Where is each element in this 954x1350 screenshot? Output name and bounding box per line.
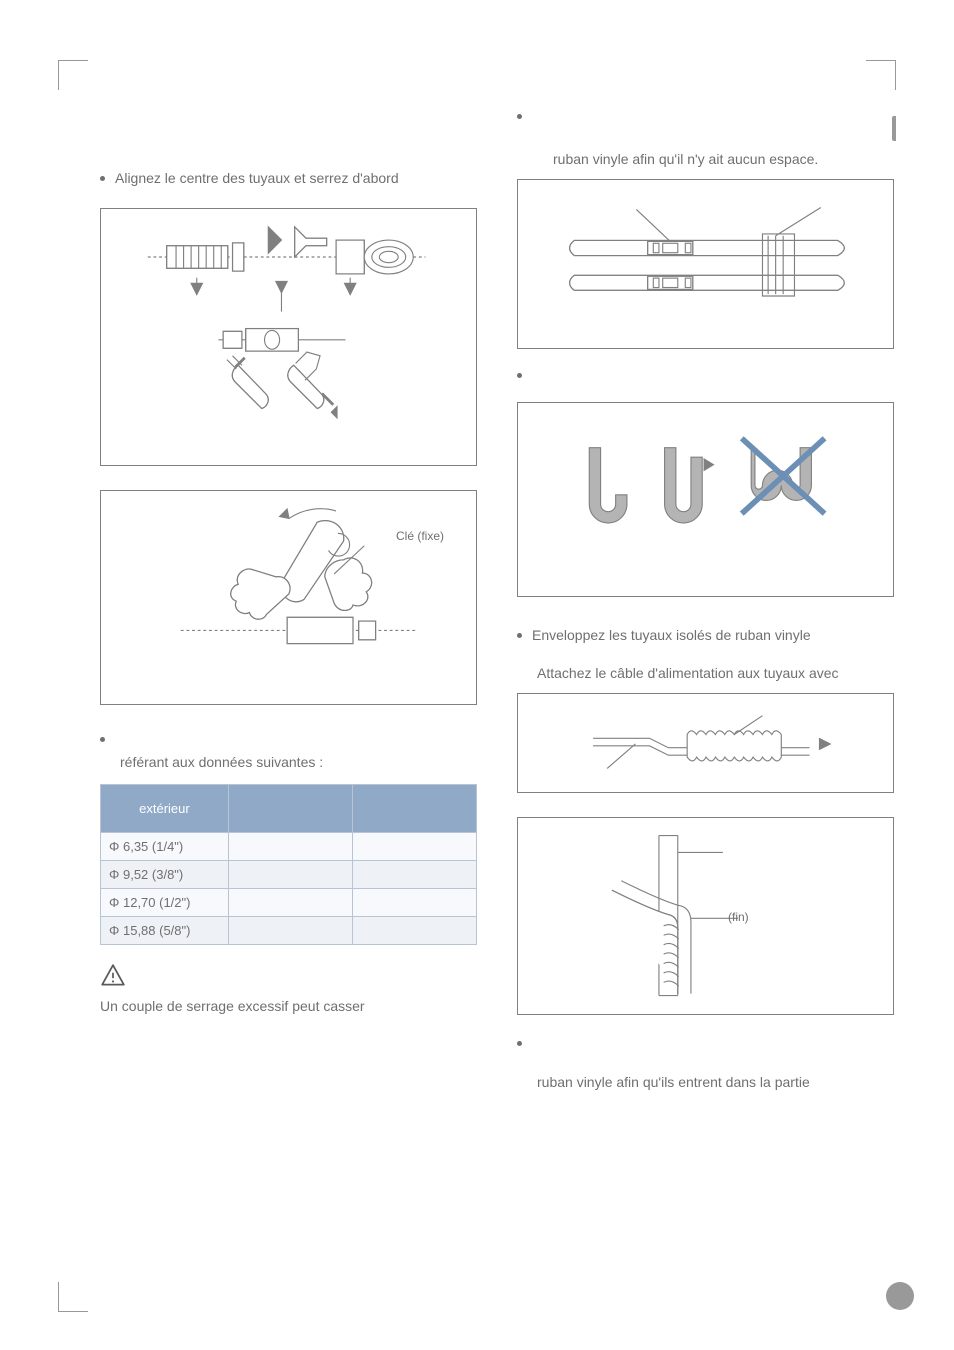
text-wrap-pipes: Enveloppez les tuyaux isolés de ruban vi… [532,627,811,643]
crop-mark-bl [58,1282,88,1312]
bullet-icon [517,633,522,638]
crop-mark-tl [58,60,88,90]
bullet-r-top [517,108,894,121]
bullet-icon [100,737,105,742]
bullet-align-pipes: Alignez le centre des tuyaux et serrez d… [100,170,477,186]
table-row: Φ 9,52 (3/8") [101,861,477,889]
text-torque-ref: référant aux données suivantes : [100,754,477,770]
figure-pipe-joints [517,179,894,349]
bullet-icon [517,373,522,378]
figure-trap-correct-wrong [517,402,894,597]
left-column: Alignez le centre des tuyaux et serrez d… [100,130,477,1090]
warning-icon [100,963,477,992]
text-vinyl-nogap: ruban vinyle afin qu'il n'y ait aucun es… [517,151,894,167]
figure-wrench-hands: Clé (fixe) [100,490,477,705]
table-row: Φ 6,35 (1/4") [101,833,477,861]
page-dot-br [886,1282,914,1310]
text-align-pipes: Alignez le centre des tuyaux et serrez d… [115,170,399,186]
table-row: Φ 12,70 (1/2") [101,889,477,917]
th-col3 [352,785,476,833]
text-attach-cable: Attachez le câble d'alimentation aux tuy… [517,665,894,681]
label-fixed-wrench: Clé (fixe) [396,529,444,543]
label-fin: (fin) [728,910,749,924]
torque-table: extérieur Φ 6,35 (1/4") Φ 9,52 (3/8") Φ … [100,784,477,945]
right-column: ruban vinyle afin qu'il n'y ait aucun es… [517,130,894,1090]
bullet-icon [517,1041,522,1046]
page-notch [892,116,896,141]
text-vinyl-enter: ruban vinyle afin qu'ils entrent dans la… [517,1074,894,1090]
bullet-torque-ref [100,731,477,744]
bullet-icon [517,114,522,119]
figure-flare-nut-tighten [100,208,477,466]
table-row: Φ 15,88 (5/8") [101,917,477,945]
th-col2 [228,785,352,833]
bullet-wrap-pipes: Enveloppez les tuyaux isolés de ruban vi… [517,627,894,643]
crop-mark-tr [866,60,896,90]
th-exterior: extérieur [101,785,229,833]
bullet-r-bottom [517,1035,894,1048]
figure-wall-exit: (fin) [517,817,894,1015]
bullet-icon [100,176,105,181]
bullet-r-2 [517,367,894,380]
figure-wrap-tape [517,693,894,793]
warning-text: Un couple de serrage excessif peut casse… [100,998,477,1014]
